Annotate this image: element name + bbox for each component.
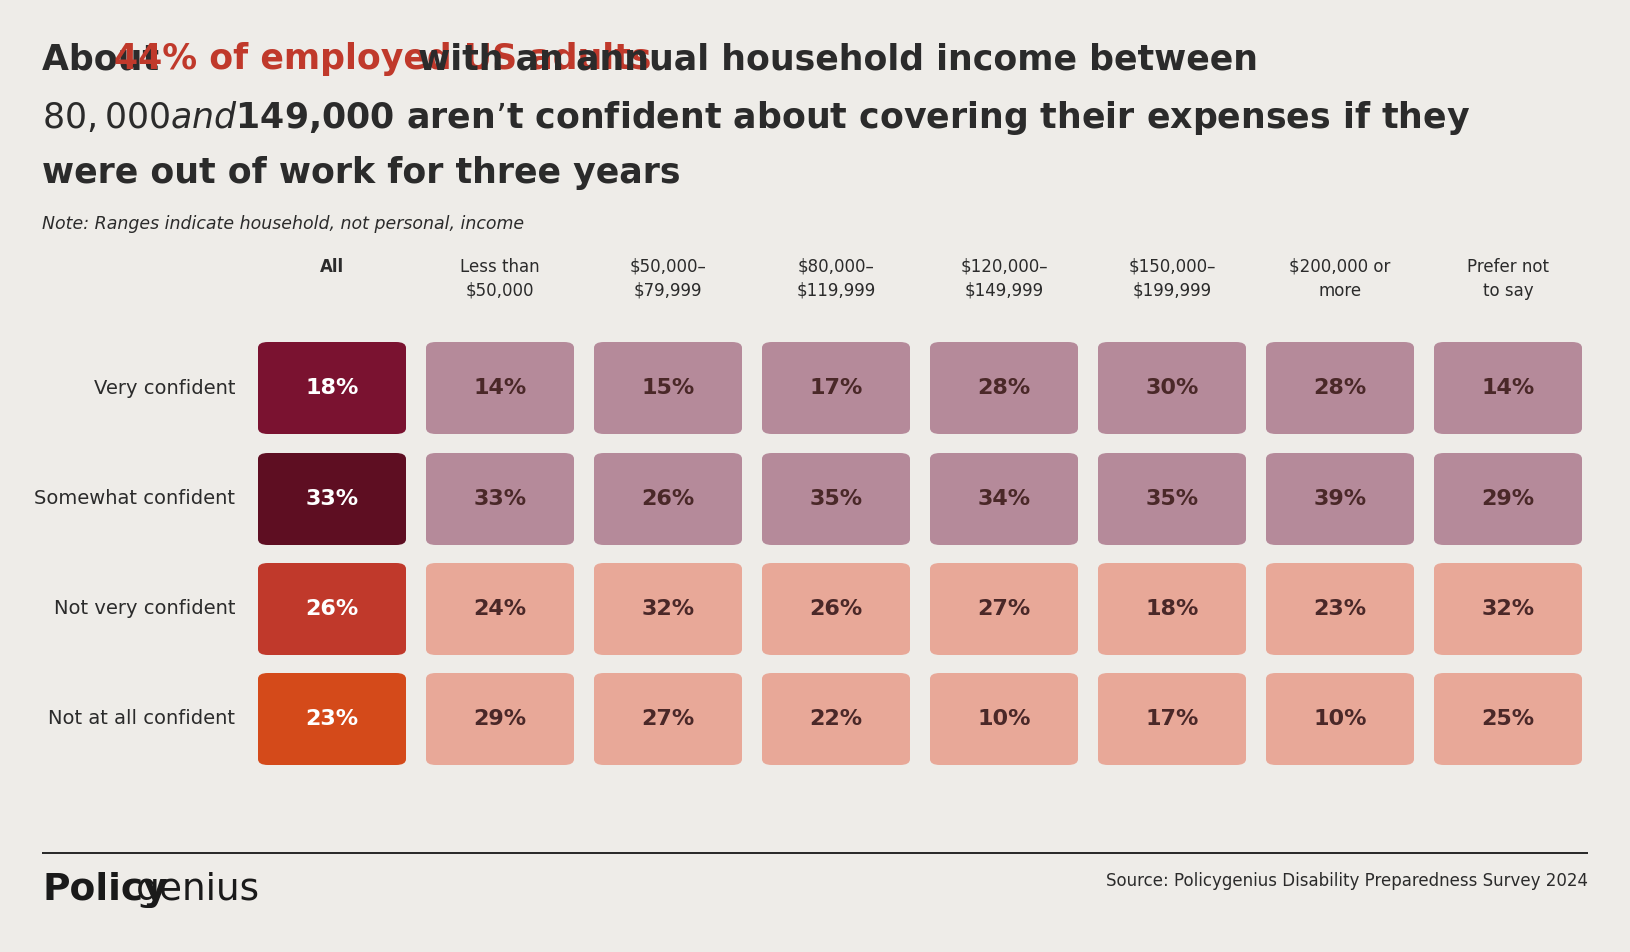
Text: 17%: 17% xyxy=(1146,709,1198,729)
Text: 15%: 15% xyxy=(641,378,694,398)
Text: 18%: 18% xyxy=(1146,599,1198,619)
Text: 22%: 22% xyxy=(810,709,862,729)
Text: 10%: 10% xyxy=(978,709,1030,729)
Text: 27%: 27% xyxy=(641,709,694,729)
Text: Source: Policygenius Disability Preparedness Survey 2024: Source: Policygenius Disability Prepared… xyxy=(1107,872,1588,890)
Text: $80,000–
$119,999: $80,000– $119,999 xyxy=(797,258,875,300)
Text: 32%: 32% xyxy=(642,599,694,619)
Text: 23%: 23% xyxy=(1314,599,1366,619)
Text: 29%: 29% xyxy=(473,709,526,729)
Text: 18%: 18% xyxy=(305,378,359,398)
Text: $200,000 or
more: $200,000 or more xyxy=(1289,258,1390,300)
Text: $120,000–
$149,999: $120,000– $149,999 xyxy=(960,258,1048,300)
Text: with an annual household income between: with an annual household income between xyxy=(406,42,1258,76)
Text: Less than
$50,000: Less than $50,000 xyxy=(460,258,540,300)
Text: $150,000–
$199,999: $150,000– $199,999 xyxy=(1128,258,1216,300)
Text: 35%: 35% xyxy=(1146,489,1198,509)
Text: Somewhat confident: Somewhat confident xyxy=(34,489,235,508)
Text: Not at all confident: Not at all confident xyxy=(47,709,235,728)
Text: 26%: 26% xyxy=(810,599,862,619)
Text: 30%: 30% xyxy=(1146,378,1198,398)
Text: 14%: 14% xyxy=(473,378,526,398)
Text: 28%: 28% xyxy=(1314,378,1366,398)
Text: Prefer not
to say: Prefer not to say xyxy=(1467,258,1548,300)
Text: 10%: 10% xyxy=(1314,709,1366,729)
Text: Very confident: Very confident xyxy=(93,379,235,398)
Text: 26%: 26% xyxy=(305,599,359,619)
Text: 28%: 28% xyxy=(978,378,1030,398)
Text: 32%: 32% xyxy=(1482,599,1534,619)
Text: 29%: 29% xyxy=(1482,489,1534,509)
Text: genius: genius xyxy=(135,872,261,908)
Text: 33%: 33% xyxy=(305,489,359,509)
Text: 24%: 24% xyxy=(473,599,526,619)
Text: 44% of employed US adults: 44% of employed US adults xyxy=(114,42,652,76)
Text: $50,000–
$79,999: $50,000– $79,999 xyxy=(629,258,706,300)
Text: 25%: 25% xyxy=(1482,709,1534,729)
Text: 26%: 26% xyxy=(641,489,694,509)
Text: Policy: Policy xyxy=(42,872,168,908)
Text: Note: Ranges indicate household, not personal, income: Note: Ranges indicate household, not per… xyxy=(42,215,525,233)
Text: 27%: 27% xyxy=(978,599,1030,619)
Text: 17%: 17% xyxy=(810,378,862,398)
Text: were out of work for three years: were out of work for three years xyxy=(42,156,680,190)
Text: 35%: 35% xyxy=(810,489,862,509)
Text: 39%: 39% xyxy=(1314,489,1366,509)
Text: About: About xyxy=(42,42,171,76)
Text: Not very confident: Not very confident xyxy=(54,600,235,619)
Text: $80,000 and $149,000 aren’t confident about covering their expenses if they: $80,000 and $149,000 aren’t confident ab… xyxy=(42,99,1470,137)
Text: 34%: 34% xyxy=(978,489,1030,509)
Text: 23%: 23% xyxy=(305,709,359,729)
Text: All: All xyxy=(319,258,344,276)
Text: 14%: 14% xyxy=(1482,378,1534,398)
Text: 33%: 33% xyxy=(473,489,526,509)
